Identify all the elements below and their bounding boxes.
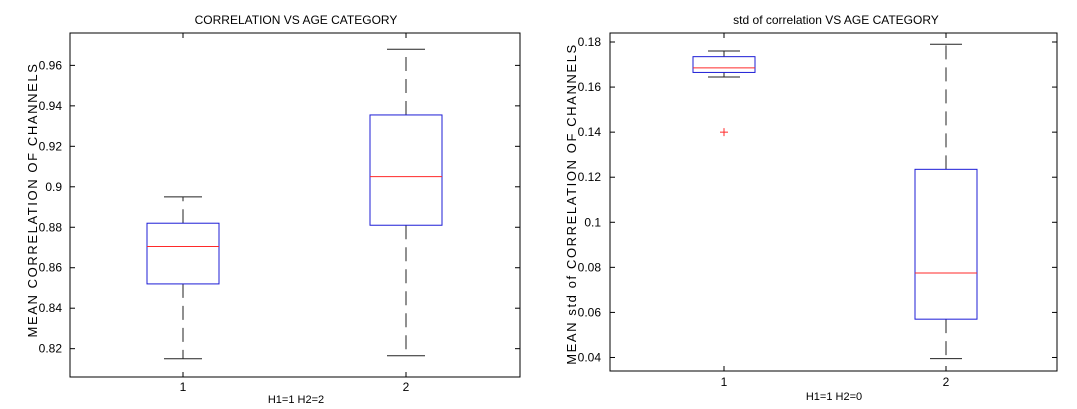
y-tick-label: 0.86 <box>39 261 63 275</box>
iqr-box <box>369 114 443 226</box>
y-axis-label: MEAN CORRELATION OF CHANNELS <box>25 63 40 338</box>
iqr-box <box>692 56 756 73</box>
y-tick-label: 0.12 <box>578 170 602 184</box>
y-tick-label: 0.16 <box>578 80 602 94</box>
y-tick-label: 0.88 <box>39 220 63 234</box>
plot-marks <box>146 48 443 360</box>
plot-marks <box>692 43 978 360</box>
y-tick-label: 0.96 <box>39 58 63 72</box>
y-tick-label: 0.94 <box>39 99 63 113</box>
y-tick-label: 0.18 <box>578 35 602 49</box>
y-tick-label: 0.06 <box>578 305 602 319</box>
box-group-2 <box>914 43 978 360</box>
box-group-2 <box>369 48 443 357</box>
y-axis-label: MEAN std of CORRELATION OF CHANNELS <box>564 43 579 365</box>
iqr-box <box>146 222 220 285</box>
plot-frame <box>609 32 1058 372</box>
chart-title: std of correlation VS AGE CATEGORY <box>733 13 939 27</box>
y-tick-label: 0.9 <box>45 180 62 194</box>
y-tick-label: 0.1 <box>584 215 601 229</box>
y-tick-label: 0.82 <box>39 342 63 356</box>
outlier-marker <box>720 128 728 137</box>
y-tick-label: 0.08 <box>578 260 602 274</box>
x-tick-label: 1 <box>180 380 187 394</box>
chart-std-correlation-vs-age: std of correlation VS AGE CATEGORY 0.040… <box>564 13 1058 403</box>
x-tick-label: 2 <box>403 380 410 394</box>
plot-frame <box>69 32 521 378</box>
y-axis-ticks: 0.82 0.84 0.86 0.88 0.9 0.92 0.94 0.96 <box>39 58 520 356</box>
box-group-1 <box>146 196 220 360</box>
y-tick-label: 0.14 <box>578 125 602 139</box>
y-tick-label: 0.92 <box>39 139 63 153</box>
y-axis-ticks: 0.04 0.06 0.08 0.1 0.12 0.14 0.16 0.18 <box>578 35 1057 364</box>
x-tick-label: 2 <box>943 375 950 389</box>
chart-title: CORRELATION VS AGE CATEGORY <box>195 13 398 27</box>
y-tick-label: 0.04 <box>578 350 602 364</box>
y-tick-label: 0.84 <box>39 301 63 315</box>
box-group-1 <box>692 50 756 137</box>
iqr-box <box>914 168 978 320</box>
x-axis-label: H1=1 H2=2 <box>268 394 324 406</box>
x-axis-label: H1=1 H2=0 <box>806 391 862 403</box>
x-tick-label: 1 <box>721 375 728 389</box>
chart-correlation-vs-age: CORRELATION VS AGE CATEGORY 0.82 0.84 0.86… <box>25 13 521 406</box>
